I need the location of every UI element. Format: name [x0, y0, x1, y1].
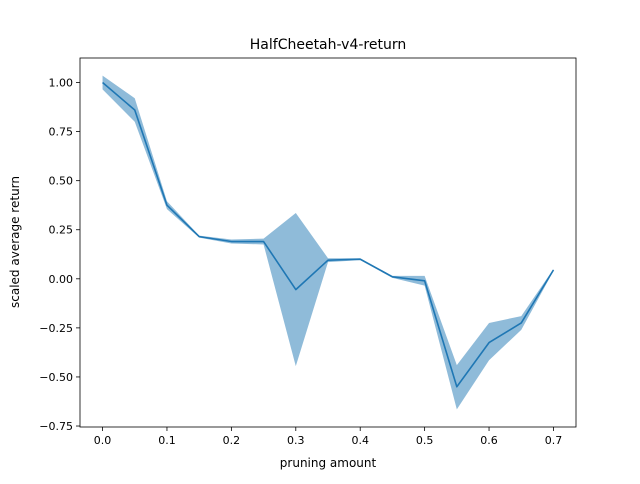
axes-frame [79, 57, 577, 428]
plot-area [102, 75, 555, 410]
x-tick-label: 0.2 [223, 434, 241, 447]
x-tick-label: 0.6 [480, 434, 498, 447]
x-tick-label: 0.3 [287, 434, 305, 447]
y-tick-label: −0.50 [39, 371, 73, 384]
y-tick-label: 0.75 [49, 126, 74, 139]
x-tick-label: 0.4 [351, 434, 369, 447]
y-tick-label: −0.75 [39, 420, 73, 433]
x-axis-label: pruning amount [280, 456, 377, 470]
x-tick-label: 0.0 [94, 434, 112, 447]
x-tick-label: 0.7 [545, 434, 563, 447]
y-tick-label: 0.50 [49, 175, 74, 188]
y-tick-label: −0.25 [39, 322, 73, 335]
x-tick-label: 0.5 [416, 434, 434, 447]
x-tick-label: 0.1 [158, 434, 176, 447]
y-tick-label: 0.25 [49, 224, 74, 237]
y-tick-label: 0.00 [49, 273, 74, 286]
y-tick-label: 1.00 [49, 77, 74, 90]
confidence-band-0 [102, 75, 554, 410]
x-axis: 0.0 0.1 0.2 0.3 0.4 0.5 0.6 0.7 [94, 427, 562, 447]
y-axis: −0.75 −0.50 −0.25 0.00 0.25 0.50 0.75 1.00 [39, 77, 80, 433]
y-axis-label: scaled average return [8, 176, 22, 308]
series-line-0 [102, 81, 555, 388]
chart-title: HalfCheetah-v4-return [250, 37, 406, 53]
